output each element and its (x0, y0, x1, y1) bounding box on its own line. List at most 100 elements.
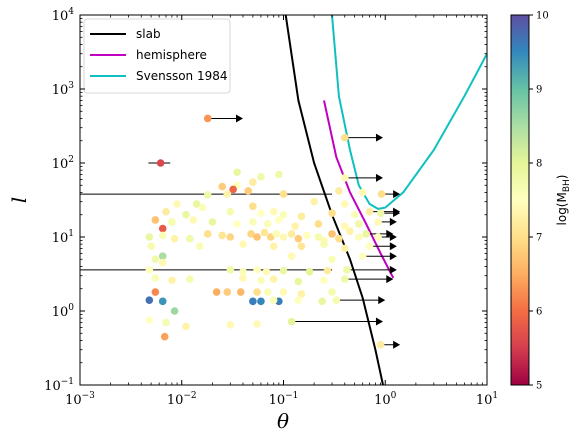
data-point (355, 233, 363, 241)
data-point (239, 267, 247, 276)
data-point (151, 255, 160, 264)
data-point (253, 266, 261, 274)
data-point (323, 266, 332, 275)
data-point (340, 133, 349, 142)
data-point (279, 266, 288, 275)
data-point (158, 252, 167, 261)
y-tick-label: 102 (52, 155, 74, 172)
data-point (314, 233, 323, 241)
data-point (279, 288, 288, 296)
data-point (145, 266, 154, 274)
data-point (328, 288, 336, 296)
data-point (266, 233, 275, 241)
data-point (244, 187, 253, 195)
data-point (294, 234, 303, 243)
data-point (189, 216, 198, 224)
data-point (294, 277, 303, 286)
data-point (203, 230, 212, 238)
data-point (294, 296, 303, 304)
data-point (158, 258, 167, 267)
data-point (275, 170, 283, 179)
data-point (287, 317, 296, 326)
limit-arrow-head (389, 265, 397, 274)
y-tick-label: 104 (52, 7, 75, 24)
data-point (332, 296, 341, 304)
data-point (182, 210, 190, 219)
plot-marks (80, 15, 487, 385)
data-point (358, 188, 367, 197)
limit-arrow-head (236, 114, 244, 123)
data-point (377, 190, 386, 198)
y-tick-label: 103 (52, 81, 75, 98)
data-point (355, 220, 363, 228)
y-axis-label: l (7, 197, 31, 203)
data-point (318, 297, 326, 306)
data-point (297, 212, 306, 221)
data-point (303, 231, 311, 240)
colorbar-label: log(MBH) (555, 175, 572, 226)
data-point (226, 233, 235, 241)
data-point (257, 209, 265, 217)
colorbar-ticks: 5 6 7 8 9 10 (529, 11, 549, 392)
data-point (156, 159, 165, 167)
data-point (226, 207, 235, 216)
legend-box (83, 18, 231, 94)
data-point (203, 191, 212, 199)
limit-arrow-head (393, 190, 401, 199)
data-point (263, 288, 272, 296)
axis-ticks: 10−3 10−2 10−1 100 101 10−1 100 101 102 103 104 (44, 7, 498, 408)
data-point (305, 267, 314, 276)
data-point (340, 174, 349, 182)
data-point (151, 216, 160, 224)
colorbar-tick-label: 9 (536, 85, 542, 96)
limit-arrow-head (386, 229, 394, 238)
data-point (249, 218, 257, 226)
data-point (374, 218, 382, 226)
data-point (362, 230, 371, 238)
limit-arrow-head (386, 275, 394, 284)
data-point (358, 252, 367, 261)
data-point (218, 182, 227, 191)
data-point (320, 240, 328, 248)
colorbar (510, 14, 530, 386)
limit-arrow-head (389, 242, 397, 251)
x-tick-label: 10−1 (269, 391, 299, 408)
data-point (328, 255, 336, 264)
data-point (170, 234, 179, 243)
data-point (192, 200, 201, 208)
data-point (343, 266, 351, 274)
data-point (328, 230, 336, 238)
data-point (257, 276, 265, 285)
limit-arrow-head (389, 252, 397, 261)
limit-arrow-head (389, 217, 397, 226)
data-point (257, 173, 265, 181)
data-point (328, 209, 336, 217)
data-point (279, 210, 288, 219)
data-point (239, 240, 247, 248)
data-point (291, 222, 299, 230)
data-point (233, 168, 241, 177)
data-point (249, 297, 257, 306)
data-point (218, 231, 227, 240)
data-point (147, 242, 155, 251)
data-point (260, 228, 269, 237)
data-point (340, 275, 349, 283)
data-point (247, 230, 255, 238)
x-axis-label: θ (277, 409, 289, 433)
data-point (145, 296, 154, 304)
data-point (145, 233, 154, 241)
legend-label-hemisphere: hemisphere (136, 48, 207, 62)
data-point (168, 218, 176, 226)
data-point (158, 231, 167, 240)
data-point (198, 203, 207, 212)
data-point (374, 233, 382, 241)
data-point (223, 190, 232, 198)
x-tick-label: 100 (374, 391, 397, 408)
data-point (226, 321, 235, 329)
curve-svensson-1984 (331, 15, 487, 210)
data-point (151, 288, 160, 296)
data-point (269, 242, 278, 251)
data-point (186, 234, 194, 243)
data-point (340, 222, 349, 230)
